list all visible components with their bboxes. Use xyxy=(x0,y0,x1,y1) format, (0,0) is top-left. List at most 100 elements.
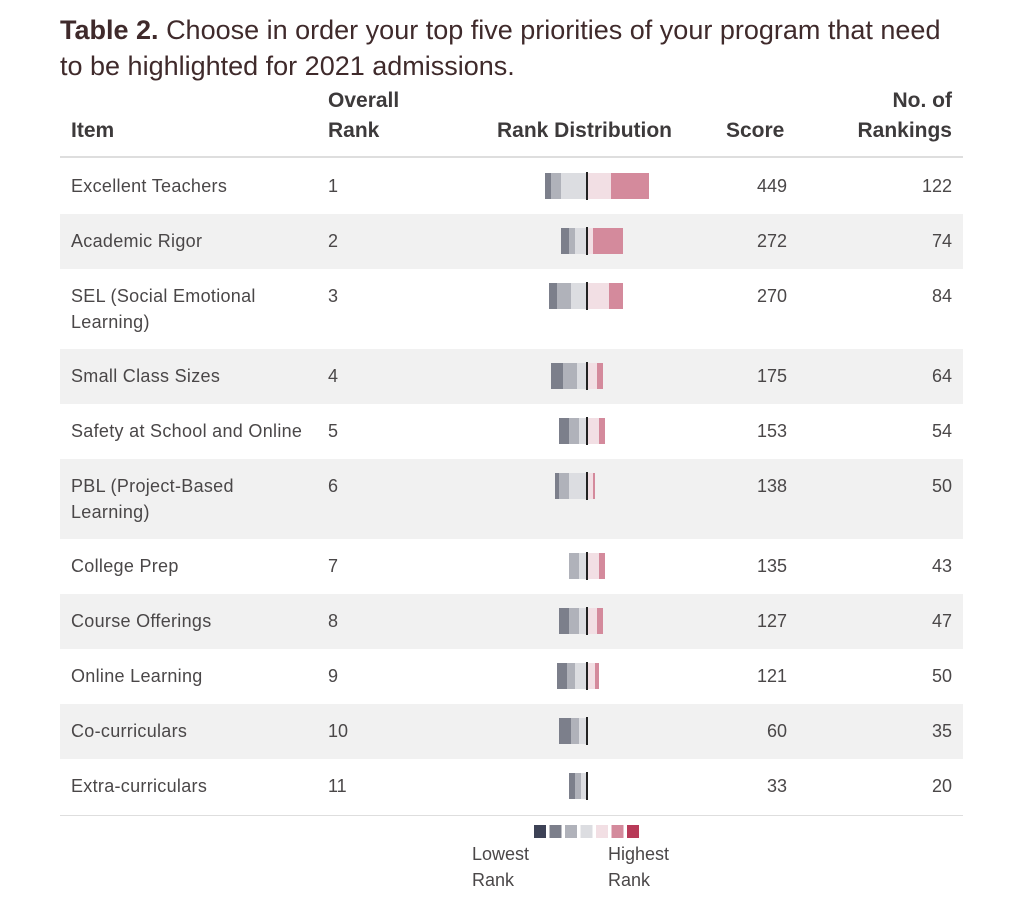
score-value: 449 xyxy=(756,176,787,196)
header-overall-rank-line2: Rank xyxy=(328,119,380,142)
dist-segment-rank-2 xyxy=(545,173,551,199)
dist-segment-rank-4 xyxy=(579,718,587,744)
table-title: Table 2. Choose in order your top five p… xyxy=(60,12,960,84)
dist-segment-rank-4 xyxy=(579,418,587,444)
rank-distribution-bar xyxy=(557,662,599,690)
table-row: SEL (Social Emotional Learning) 3 270 84 xyxy=(60,269,963,349)
table-row: Co-curriculars 10 60 35 xyxy=(60,704,963,759)
dist-segment-rank-5 xyxy=(587,283,609,309)
dist-segment-rank-5 xyxy=(587,663,595,689)
dist-segment-rank-4 xyxy=(571,283,587,309)
legend-highest-line2: Rank xyxy=(608,870,651,890)
rank-distribution-bar xyxy=(559,607,603,635)
dist-segment-rank-4 xyxy=(579,553,587,579)
score-value: 60 xyxy=(766,721,787,741)
rankings-count: 74 xyxy=(931,231,952,251)
header-overall-rank: Overall Rank xyxy=(328,86,399,146)
legend-swatch-2 xyxy=(549,825,562,838)
dist-segment-rank-5 xyxy=(587,608,597,634)
dist-segment-rank-2 xyxy=(557,663,567,689)
legend-swatch-4 xyxy=(580,825,593,838)
score-value: 33 xyxy=(766,776,787,796)
header-count-line1: No. of xyxy=(892,89,952,112)
dist-segment-rank-3 xyxy=(569,228,575,254)
dist-segment-rank-4 xyxy=(577,363,587,389)
legend-lowest: Lowest Rank xyxy=(472,841,529,893)
item-name: SEL (Social Emotional Learning) xyxy=(71,286,256,332)
item-name: Excellent Teachers xyxy=(71,176,228,196)
item-name: Online Learning xyxy=(71,666,203,686)
table-row: Extra-curriculars 11 33 20 xyxy=(60,759,963,815)
rank-distribution-bar xyxy=(559,417,605,445)
dist-segment-rank-4 xyxy=(575,663,587,689)
rank-distribution-bar xyxy=(569,772,588,800)
overall-rank: 7 xyxy=(328,556,339,576)
dist-segment-rank-5 xyxy=(587,473,593,499)
dist-segment-rank-6 xyxy=(611,173,649,199)
rankings-count: 122 xyxy=(921,176,952,196)
dist-segment-rank-2 xyxy=(559,418,569,444)
header-rank-distribution: Rank Distribution xyxy=(497,119,673,142)
dist-segment-rank-6 xyxy=(597,363,603,389)
rankings-count: 47 xyxy=(931,611,952,631)
table-row: College Prep 7 135 43 xyxy=(60,539,963,594)
table-row: Small Class Sizes 4 175 64 xyxy=(60,349,963,404)
table-row: PBL (Project-Based Learning) 6 138 50 xyxy=(60,459,963,539)
score-value: 153 xyxy=(756,421,787,441)
item-name: Academic Rigor xyxy=(71,231,203,251)
table-caption: Choose in order your top five priorities… xyxy=(60,15,941,81)
dist-segment-rank-6 xyxy=(597,608,603,634)
score-value: 127 xyxy=(756,611,787,631)
dist-segment-rank-6 xyxy=(593,473,595,499)
header-rule xyxy=(60,156,963,158)
dist-segment-rank-3 xyxy=(569,553,579,579)
dist-segment-rank-3 xyxy=(559,473,569,499)
score-value: 272 xyxy=(756,231,787,251)
rank-distribution-bar xyxy=(569,552,605,580)
dist-segment-rank-2 xyxy=(549,283,557,309)
dist-segment-rank-2 xyxy=(559,718,571,744)
legend-highest-line1: Highest xyxy=(608,844,670,864)
dist-segment-rank-2 xyxy=(555,473,559,499)
dist-segment-rank-2 xyxy=(569,773,575,799)
table-row: Safety at School and Online 5 153 54 xyxy=(60,404,963,459)
dist-segment-rank-2 xyxy=(559,608,569,634)
rankings-count: 64 xyxy=(931,366,952,386)
table-row: Course Offerings 8 127 47 xyxy=(60,594,963,649)
item-name: Co-curriculars xyxy=(71,721,188,741)
item-name: Course Offerings xyxy=(71,611,212,631)
table-row: Online Learning 9 121 50 xyxy=(60,649,963,704)
header-count-line2: Rankings xyxy=(857,119,952,142)
score-value: 138 xyxy=(756,476,787,496)
legend-swatches xyxy=(534,825,639,838)
rankings-count: 54 xyxy=(931,421,952,441)
rankings-count: 35 xyxy=(931,721,952,741)
legend-swatch-5 xyxy=(596,825,608,838)
rankings-count: 50 xyxy=(931,476,952,496)
dist-segment-rank-3 xyxy=(567,663,575,689)
overall-rank: 9 xyxy=(328,666,339,686)
rankings-count: 50 xyxy=(931,666,952,686)
header-no-of-rankings: No. of Rankings xyxy=(857,86,952,146)
dist-segment-rank-6 xyxy=(599,418,605,444)
item-name: Safety at School and Online xyxy=(71,421,303,441)
dist-segment-rank-4 xyxy=(569,473,587,499)
rank-distribution-bar xyxy=(545,172,649,200)
legend-lowest-line1: Lowest xyxy=(472,844,530,864)
item-name: PBL (Project-Based Learning) xyxy=(71,476,234,522)
overall-rank: 6 xyxy=(328,476,339,496)
overall-rank: 1 xyxy=(328,176,339,196)
dist-segment-rank-3 xyxy=(571,718,579,744)
overall-rank: 3 xyxy=(328,286,339,306)
legend-swatch-3 xyxy=(565,825,577,838)
score-value: 175 xyxy=(756,366,787,386)
rankings-count: 84 xyxy=(931,286,952,306)
score-value: 135 xyxy=(756,556,787,576)
dist-segment-rank-5 xyxy=(587,228,593,254)
header-overall-rank-line1: Overall xyxy=(328,89,400,112)
table-number: Table 2. xyxy=(60,15,159,45)
dist-segment-rank-2 xyxy=(551,363,563,389)
dist-segment-rank-2 xyxy=(561,228,569,254)
rank-distribution-bar xyxy=(561,227,623,255)
rankings-count: 43 xyxy=(931,556,952,576)
